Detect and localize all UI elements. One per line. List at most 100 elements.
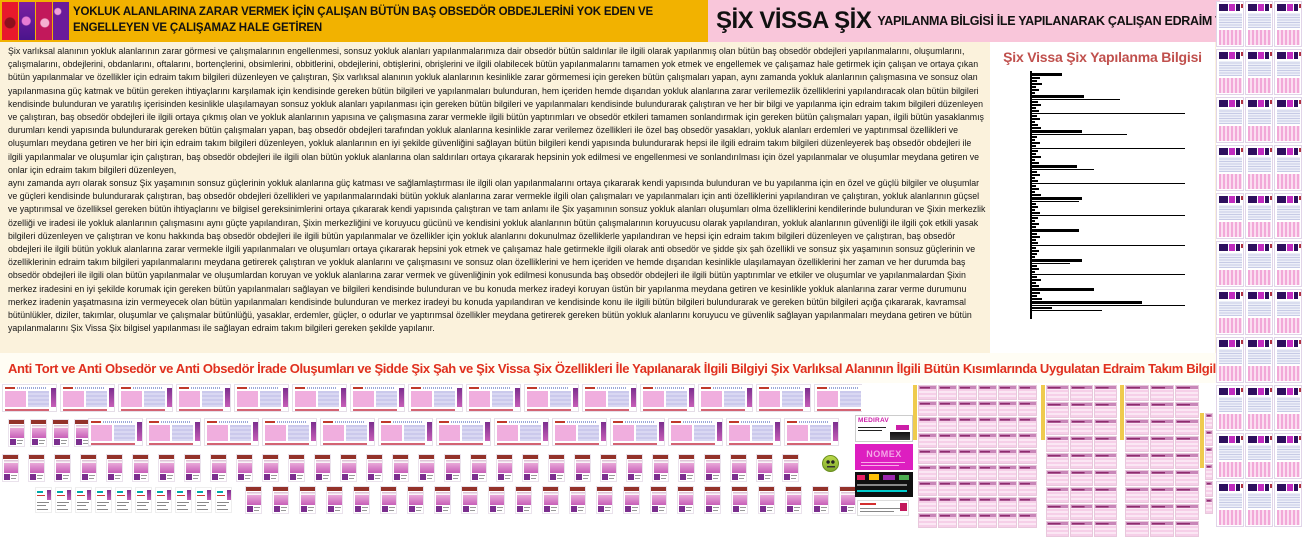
mini-thumbnail (195, 487, 212, 513)
page-thumbnail (610, 418, 665, 446)
page-thumbnail (466, 384, 521, 412)
grid-page-thumbnail (958, 401, 977, 416)
page-thumbnail (668, 418, 723, 446)
grid-page-thumbnail (1150, 521, 1174, 537)
header-right-title-rest: YAPILANMA BİLGİSİ İLE YAPILANARAK ÇALIŞA… (877, 14, 1304, 28)
cover-thumbnail (184, 454, 201, 482)
chart-bar (1032, 223, 1039, 225)
cover-thumbnail (542, 486, 559, 514)
chart-bar (1032, 80, 1037, 82)
grid-page-thumbnail (958, 497, 977, 512)
cover-thumbnail (52, 419, 69, 447)
collage-panel-icon (19, 2, 35, 40)
chart-bar (1032, 159, 1035, 161)
grid-page-thumbnail (978, 449, 997, 464)
grid-page-thumbnail (1150, 453, 1174, 469)
grid-page-thumbnail (1150, 470, 1174, 486)
report-page-thumbnail (1245, 337, 1273, 383)
grid-page-thumbnail (978, 433, 997, 448)
page-thumbnail (262, 418, 317, 446)
chart-bar (1032, 86, 1036, 88)
cover-thumbnail (626, 454, 643, 482)
chart-bar (1032, 233, 1037, 235)
report-page-thumbnail (1274, 193, 1302, 239)
grid-page-thumbnail (938, 385, 957, 400)
grid-page-thumbnail (1094, 385, 1117, 401)
grid-page-thumbnail (1094, 453, 1117, 469)
header-left: YOKLUK ALANLARINA ZARAR VERMEK İÇİN ÇALI… (0, 0, 708, 42)
cover-thumbnail (652, 454, 669, 482)
yellow-strip (1041, 385, 1045, 440)
grid-page-thumbnail (1175, 470, 1199, 486)
chart-bar (1032, 206, 1038, 208)
chart-bar (1032, 139, 1035, 141)
grid-page-thumbnail (938, 417, 957, 432)
grid-page-thumbnail (1094, 504, 1117, 520)
grid-page-thumbnail (1046, 470, 1069, 486)
cover-thumbnail (496, 454, 513, 482)
report-page-thumbnail (1274, 241, 1302, 287)
report-page-thumbnail (1216, 241, 1244, 287)
grid-page-thumbnail (1070, 504, 1093, 520)
grid-page-thumbnail (1070, 453, 1093, 469)
report-page-thumbnail (1216, 145, 1244, 191)
chart-bar (1032, 174, 1040, 176)
grid-page-thumbnail (1125, 470, 1149, 486)
report-page-thumbnail (1245, 481, 1273, 527)
grid-page-thumbnail (1070, 385, 1093, 401)
medirav-ad-thumbnail: MEDIRAV (855, 415, 913, 442)
cover-thumbnail (418, 454, 435, 482)
grid-page-thumbnail (1150, 504, 1174, 520)
grid-page-thumbnail (918, 417, 937, 432)
grid-page-thumbnail (1175, 487, 1199, 503)
thumbnail-grid-block (1046, 385, 1119, 537)
yellow-strip (913, 385, 917, 440)
report-page-thumbnail (1216, 481, 1244, 527)
cover-thumbnail (785, 486, 802, 514)
chart-title: Şix Vissa Şix Yapılanma Bilgisi (1003, 49, 1202, 65)
header-right-title-main: ŞİX VİSSA ŞİX (716, 7, 872, 34)
grid-page-thumbnail (1205, 430, 1213, 446)
cover-thumbnail (366, 454, 383, 482)
cover-thumbnail (158, 454, 175, 482)
cover-thumbnail (461, 486, 478, 514)
chart-bar (1032, 185, 1036, 187)
grid-page-thumbnail (1125, 487, 1149, 503)
chart-bar (1032, 295, 1037, 297)
thumbnail-collage: MEDIRAV NOMEX (0, 383, 1216, 545)
chart-bar (1032, 307, 1052, 309)
header-collage-image (2, 2, 69, 40)
grid-page-thumbnail (1046, 487, 1069, 503)
chart-bar (1032, 229, 1079, 232)
cover-thumbnail (392, 454, 409, 482)
chart-bar (1032, 118, 1040, 120)
thumbnail-grid-block (1125, 385, 1201, 537)
report-page-thumbnail (1274, 1, 1302, 47)
chart-bar (1032, 215, 1185, 216)
grid-page-thumbnail (1046, 419, 1069, 435)
page-thumbnail (698, 384, 753, 412)
cover-thumbnail (340, 454, 357, 482)
mini-thumbnail (55, 487, 72, 513)
chart-bar (1032, 183, 1185, 184)
chart-bar (1032, 245, 1185, 246)
grid-page-thumbnail (918, 401, 937, 416)
page-thumbnail (2, 384, 57, 412)
grid-page-thumbnail (978, 497, 997, 512)
page-thumbnail (146, 418, 201, 446)
cover-thumbnail (569, 486, 586, 514)
grid-page-thumbnail (1125, 402, 1149, 418)
grid-page-thumbnail (1070, 487, 1093, 503)
grid-page-thumbnail (1094, 487, 1117, 503)
cover-thumbnail (132, 454, 149, 482)
yellow-strip (1200, 413, 1204, 468)
grid-page-thumbnail (1094, 521, 1117, 537)
thumbnail-row (2, 384, 862, 412)
header-left-title: YOKLUK ALANLARINA ZARAR VERMEK İÇİN ÇALI… (73, 6, 653, 34)
report-page-thumbnail (1216, 385, 1244, 431)
chart-bar (1032, 110, 1039, 112)
page-thumbnail (350, 384, 405, 412)
banner: Anti Tort ve Anti Obsedör ve Anti Obsedö… (0, 353, 1216, 383)
chart-bar (1032, 217, 1038, 219)
grid-page-thumbnail (1175, 504, 1199, 520)
